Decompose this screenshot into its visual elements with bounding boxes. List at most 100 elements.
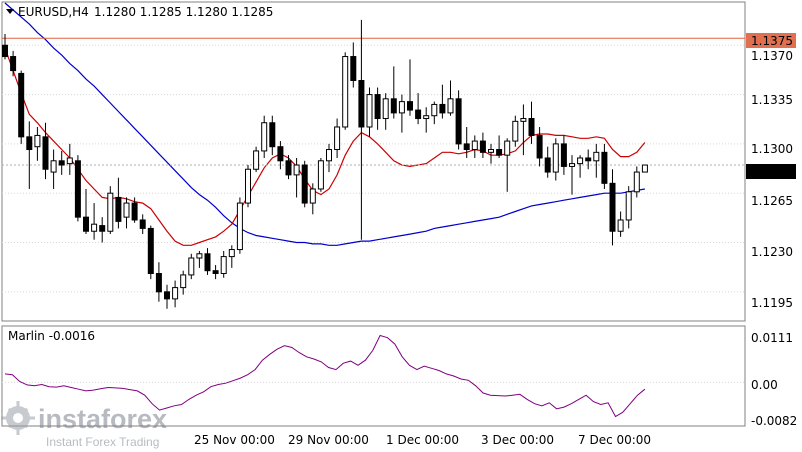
candle-body (18, 72, 25, 138)
candle-body (107, 192, 114, 232)
indicator-label: Marlin -0.0016 (8, 329, 95, 343)
price-tick: 1.1230 (751, 245, 793, 259)
grid-lines (2, 44, 745, 293)
candle-body (593, 151, 600, 162)
candle-body (164, 291, 170, 300)
price-tick: 1.1265 (751, 194, 793, 208)
time-label: 7 Dec 00:00 (578, 433, 651, 447)
candle-body (147, 227, 154, 275)
candle-body (293, 164, 300, 176)
candle-body (423, 115, 430, 120)
time-label: 29 Nov 00:00 (288, 433, 369, 447)
candle-body (609, 182, 616, 232)
candle-body (180, 274, 187, 289)
candle-body (342, 56, 349, 128)
candle-body (99, 225, 106, 232)
candle-body (309, 188, 316, 204)
candle-body (172, 287, 179, 300)
candle-body (544, 157, 551, 173)
candle-body (34, 134, 41, 148)
candle-body (228, 249, 235, 258)
current-price-label: 1.1285 (751, 165, 793, 179)
time-label: 3 Dec 00:00 (481, 433, 554, 447)
candle-body (188, 257, 195, 276)
candle-body (10, 56, 17, 72)
indicator-tick: 0.00 (751, 378, 778, 392)
candle-body (83, 216, 89, 232)
chart-ohlc: 1.1280 1.1285 1.1280 1.1285 (94, 5, 273, 19)
candle-body (58, 160, 65, 166)
candle-body (439, 103, 446, 114)
candle-body (139, 219, 146, 229)
candle-body (601, 151, 608, 184)
candle-body (212, 270, 219, 275)
candle-body (471, 140, 478, 151)
current-price-tag: 1.1285 (746, 164, 796, 179)
candle-body (269, 122, 276, 148)
main-chart-panel[interactable] (1, 1, 746, 322)
price-tick: 1.1300 (751, 142, 793, 156)
candle-body (220, 256, 227, 275)
candle-body (633, 171, 640, 193)
candle-body (382, 98, 389, 120)
candle-body (504, 140, 511, 156)
candle-body (317, 160, 324, 190)
instaforex-watermark: instaforex Instant Forex Trading (1, 401, 167, 449)
candle-body (512, 120, 519, 142)
candlesticks (2, 19, 648, 309)
candle-body (334, 126, 341, 151)
candle-body (407, 101, 413, 111)
marlin-oscillator (2, 334, 745, 418)
candle-body (496, 149, 503, 156)
watermark-tagline: Instant Forex Trading (46, 435, 159, 449)
candle-body (577, 157, 584, 165)
candle-body (560, 143, 567, 167)
candle-body (196, 253, 203, 259)
candle-body (301, 164, 308, 204)
indicator-tick: -0.0082 (751, 414, 797, 428)
level-price-label: 1.1375 (751, 34, 793, 48)
candle-body (245, 168, 251, 204)
candle-body (528, 118, 535, 136)
candle-body (204, 253, 211, 272)
candle-body (390, 98, 397, 114)
candle-body (42, 136, 49, 170)
candle-body (326, 149, 332, 162)
time-label: 1 Dec 00:00 (386, 433, 459, 447)
indicator-panel[interactable] (1, 325, 746, 427)
candle-body (488, 149, 494, 153)
candle-body (123, 202, 130, 218)
candle-body (641, 164, 648, 173)
price-axis[interactable]: 1.1370 1.1335 1.1300 1.1265 1.1230 1.119… (751, 49, 793, 310)
candle-body (285, 160, 292, 176)
candle-body (366, 94, 373, 128)
candle-body (463, 143, 470, 151)
watermark-brand: instaforex (38, 404, 167, 434)
candle-body (74, 160, 81, 218)
indicator-tick: 0.0111 (751, 331, 793, 345)
time-axis[interactable]: 25 Nov 00:00 29 Nov 00:00 1 Dec 00:00 3 … (194, 433, 651, 447)
dropdown-triangle-icon[interactable] (6, 9, 14, 14)
candle-body (455, 98, 462, 145)
candle-body (277, 146, 284, 162)
candle-body (155, 273, 162, 293)
chart-symbol: EURUSD,H4 (18, 5, 89, 19)
price-tick: 1.1195 (751, 296, 793, 310)
candle-body (431, 103, 438, 117)
ma-slow-line (4, 2, 646, 246)
level-price-tag: 1.1375 (746, 33, 796, 48)
candle-body (261, 122, 268, 152)
candle-body (26, 136, 33, 151)
candle-body (115, 196, 122, 222)
price-tick: 1.1335 (751, 93, 793, 107)
marlin-series-line (4, 334, 646, 418)
candle-body (66, 157, 73, 165)
candle-body (398, 101, 405, 114)
instaforex-logo-icon (1, 401, 35, 435)
candle-body (131, 202, 138, 221)
candle-body (617, 219, 624, 232)
candle-body (236, 202, 243, 251)
price-tick: 1.1370 (751, 49, 793, 63)
candle-body (350, 56, 357, 81)
